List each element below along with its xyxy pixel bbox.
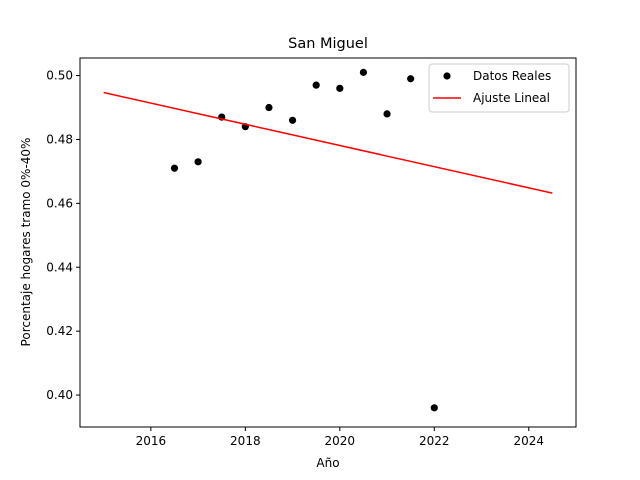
x-tick-label: 2024 [513, 434, 544, 448]
x-tick-label: 2022 [419, 434, 450, 448]
data-point [336, 84, 344, 92]
data-point [312, 81, 320, 89]
data-point [383, 110, 391, 118]
legend-box [428, 63, 570, 113]
y-tick-label: 0.44 [46, 260, 73, 274]
x-axis-label: Año [316, 456, 339, 470]
y-tick-label: 0.40 [46, 388, 73, 402]
data-point [265, 103, 273, 112]
x-tick-label: 2018 [230, 434, 261, 448]
y-tick-label: 0.42 [46, 324, 73, 338]
data-point [194, 158, 202, 166]
legend-entry-label: Datos Reales [473, 69, 551, 83]
data-point [430, 404, 438, 412]
data-point [170, 164, 179, 172]
y-tick-label: 0.50 [46, 69, 73, 83]
chart-title: San Miguel [288, 36, 368, 52]
fit-line [103, 91, 553, 194]
legend-entry-label: Ajuste Lineal [473, 91, 550, 105]
x-tick-label: 2016 [136, 434, 167, 448]
plot-frame [79, 57, 577, 428]
data-point [288, 116, 297, 124]
legend-marker-swatch [443, 72, 451, 80]
y-tick-label: 0.48 [46, 132, 73, 146]
legend: Datos Reales Ajuste Lineal [428, 63, 570, 113]
data-point [359, 68, 368, 76]
data-point [407, 75, 415, 83]
x-tick-label: 2020 [325, 434, 356, 448]
y-axis-label: Porcentaje hogares tramo 0%-40% [19, 138, 33, 347]
y-tick-label: 0.46 [46, 196, 73, 210]
